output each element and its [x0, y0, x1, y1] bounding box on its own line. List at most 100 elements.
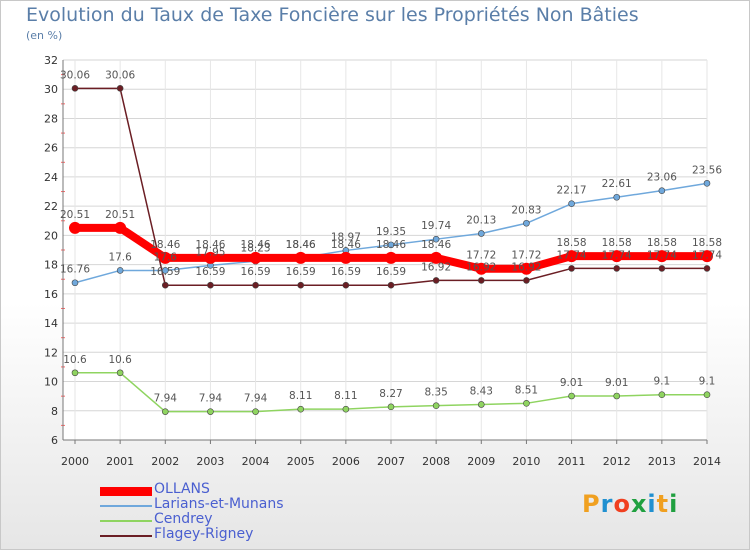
data-label-ollans: 18.46	[376, 239, 406, 251]
data-label-larians-et-munans: 20.13	[466, 214, 496, 226]
x-tick-label: 2008	[422, 455, 450, 468]
point-flagey-rigney	[297, 281, 305, 289]
point-larians-et-munans	[568, 200, 575, 207]
chart-title: Evolution du Taux de Taxe Foncière sur l…	[26, 4, 639, 26]
point-flagey-rigney	[342, 281, 350, 289]
data-label-ollans: 18.58	[602, 237, 632, 249]
point-larians-et-munans	[658, 187, 666, 194]
logo-letter: t	[656, 490, 670, 518]
data-label-flagey-rigney: 17.74	[647, 249, 677, 261]
logo-letter: x	[630, 490, 648, 518]
data-label-cendrey: 8.11	[289, 390, 312, 402]
y-tick-label: 6	[51, 434, 58, 447]
data-label-flagey-rigney: 16.59	[195, 266, 225, 278]
data-label-flagey-rigney: 16.59	[376, 266, 406, 278]
data-label-ollans: 17.72	[466, 250, 496, 262]
data-label-ollans: 18.46	[241, 239, 271, 251]
data-label-cendrey: 9.1	[699, 376, 716, 388]
data-label-ollans: 20.51	[105, 209, 135, 221]
data-label-flagey-rigney: 16.59	[331, 266, 361, 278]
data-label-flagey-rigney: 30.06	[60, 69, 90, 81]
point-larians-et-munans	[703, 180, 711, 187]
data-label-flagey-rigney: 30.06	[105, 69, 135, 81]
data-label-larians-et-munans: 18.46	[286, 239, 316, 251]
point-cendrey	[161, 408, 169, 415]
point-ollans	[204, 251, 217, 264]
data-label-larians-et-munans: 17.95	[195, 246, 225, 258]
point-flagey-rigney	[477, 277, 485, 284]
unit-label: (en %)	[26, 29, 63, 42]
data-label-flagey-rigney: 16.92	[466, 261, 496, 273]
data-label-flagey-rigney: 17.74	[602, 249, 632, 261]
point-flagey-rigney	[161, 281, 169, 289]
legend-label-ollans: OLLANS	[154, 481, 210, 497]
point-ollans	[520, 262, 533, 275]
point-flagey-rigney	[207, 281, 214, 289]
point-cendrey	[477, 401, 485, 408]
point-larians-et-munans	[387, 241, 395, 249]
point-larians-et-munans	[432, 235, 440, 243]
legend-swatch-flagey	[100, 535, 152, 537]
point-ollans	[249, 251, 262, 264]
logo-letter: i	[647, 490, 657, 518]
x-tick-label: 2009	[467, 455, 495, 468]
axes: 6 8 10 12 14 16 18 20 22 24 26 28 30 32 2000 2001 2002 20…	[44, 54, 721, 468]
data-label-larians-et-munans: 19.74	[421, 220, 451, 232]
x-tick-label: 2011	[558, 455, 586, 468]
point-cendrey	[658, 391, 666, 398]
data-label-cendrey: 7.94	[154, 393, 178, 405]
point-ollans	[565, 250, 578, 263]
data-label-cendrey: 8.51	[515, 384, 538, 396]
data-label-larians-et-munans: 17.6	[108, 251, 132, 263]
data-label-ollans: 18.46	[286, 239, 316, 251]
data-label-larians-et-munans: 22.17	[557, 185, 587, 197]
point-cendrey	[523, 400, 530, 407]
data-label-cendrey: 8.35	[424, 387, 447, 399]
y-tick-label: 14	[44, 317, 58, 330]
point-flagey-rigney	[568, 265, 575, 272]
point-ollans	[610, 250, 623, 263]
data-label-larians-et-munans: 17.6	[154, 251, 178, 263]
data-label-larians-et-munans: 16.76	[60, 264, 90, 276]
data-label-cendrey: 10.6	[63, 354, 87, 366]
legend-swatch-cendrey	[100, 520, 152, 522]
data-label-flagey-rigney: 17.74	[557, 249, 587, 261]
point-flagey-rigney	[703, 265, 711, 272]
data-label-cendrey: 8.43	[470, 385, 493, 397]
data-label-larians-et-munans: 20.83	[511, 204, 541, 216]
point-larians-et-munans	[613, 193, 621, 201]
point-ollans	[159, 251, 172, 264]
point-ollans	[114, 221, 127, 234]
data-label-ollans: 17.72	[511, 250, 541, 262]
y-tick-label: 18	[44, 259, 58, 272]
data-label-cendrey: 7.94	[199, 393, 223, 405]
series-lines	[69, 85, 713, 415]
plot-area	[63, 60, 707, 440]
point-cendrey	[297, 405, 305, 413]
data-label-cendrey: 8.27	[379, 388, 402, 400]
data-label-larians-et-munans: 23.56	[692, 164, 722, 176]
data-label-ollans: 18.58	[692, 237, 722, 249]
x-tick-label: 2000	[61, 455, 89, 468]
point-flagey-rigney	[116, 85, 124, 92]
data-label-cendrey: 8.11	[334, 390, 357, 402]
x-tick-label: 2013	[648, 455, 676, 468]
point-flagey-rigney	[432, 277, 440, 284]
data-label-flagey-rigney: 17.74	[692, 249, 722, 261]
point-cendrey	[207, 408, 214, 415]
point-cendrey	[432, 402, 440, 409]
x-tick-label: 2001	[106, 455, 134, 468]
point-cendrey	[342, 405, 350, 413]
data-label-flagey-rigney: 16.92	[511, 261, 541, 273]
point-flagey-rigney	[387, 281, 395, 289]
y-tick-label: 28	[44, 112, 58, 125]
point-ollans	[294, 251, 307, 264]
y-tick-label: 16	[44, 288, 58, 301]
legend-swatch-ollans	[100, 487, 152, 496]
x-tick-label: 2004	[242, 455, 270, 468]
x-tick-label: 2006	[332, 455, 360, 468]
data-label-larians-et-munans: 22.61	[602, 178, 632, 190]
point-ollans	[701, 250, 713, 263]
point-flagey-rigney	[658, 265, 666, 272]
data-label-flagey-rigney: 16.59	[286, 266, 316, 278]
